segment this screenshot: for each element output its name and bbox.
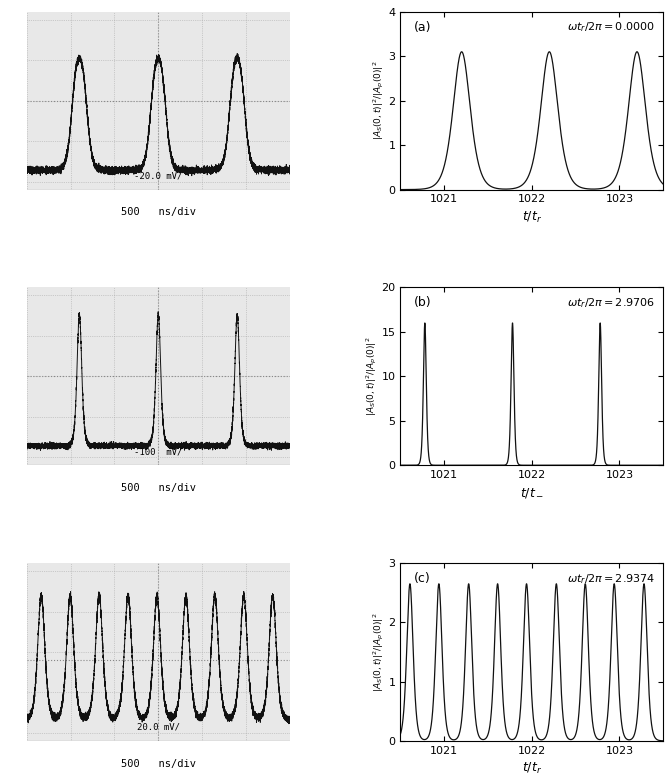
Text: (c): (c): [413, 572, 430, 585]
X-axis label: $t/t_r$: $t/t_r$: [522, 761, 542, 776]
Text: 500   ns/div: 500 ns/div: [121, 208, 196, 217]
Text: (b): (b): [413, 296, 431, 310]
Text: 500   ns/div: 500 ns/div: [121, 759, 196, 768]
Text: $\omega t_r/2\pi = 2.9706$: $\omega t_r/2\pi = 2.9706$: [567, 296, 655, 310]
Text: (a): (a): [413, 20, 431, 34]
X-axis label: $t/t_-$: $t/t_-$: [520, 485, 544, 499]
Text: 20.0 mV/: 20.0 mV/: [137, 723, 180, 732]
Y-axis label: $|A_S(0,t)|^2/|A_p(0)|^2$: $|A_S(0,t)|^2/|A_p(0)|^2$: [371, 61, 385, 140]
X-axis label: $t/t_r$: $t/t_r$: [522, 210, 542, 225]
Text: -100  mV/: -100 mV/: [134, 448, 182, 456]
Y-axis label: $|A_S(0,t)|^2/|A_p(0)|^2$: $|A_S(0,t)|^2/|A_p(0)|^2$: [371, 612, 385, 691]
Text: -20.0 mV/: -20.0 mV/: [134, 172, 182, 180]
Y-axis label: $|A_S(0,t)|^2/|A_p(0)|^2$: $|A_S(0,t)|^2/|A_p(0)|^2$: [364, 336, 379, 416]
Text: 500   ns/div: 500 ns/div: [121, 483, 196, 493]
Text: $\omega t_r/2\pi = 2.9374$: $\omega t_r/2\pi = 2.9374$: [567, 572, 655, 586]
Text: $\omega t_r/2\pi = 0.0000$: $\omega t_r/2\pi = 0.0000$: [567, 20, 655, 34]
